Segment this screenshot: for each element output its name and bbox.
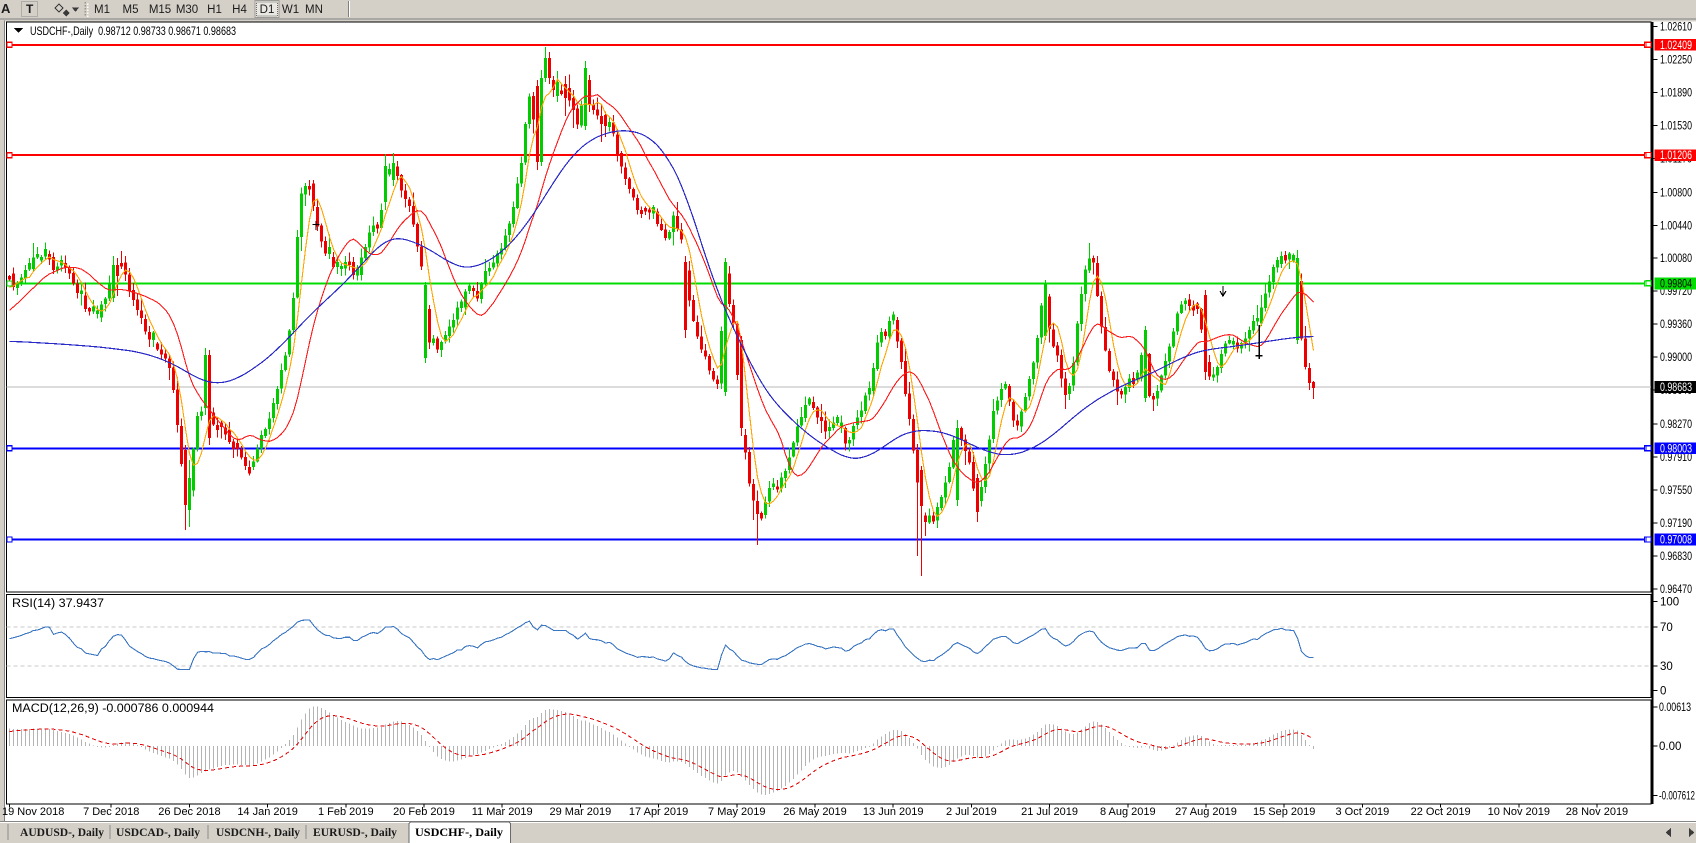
svg-text:M5: M5 [123, 4, 139, 16]
svg-text:1.00800: 1.00800 [1660, 187, 1692, 199]
svg-text:13 Jun 2019: 13 Jun 2019 [863, 806, 924, 818]
svg-text:22 Oct 2019: 22 Oct 2019 [1411, 806, 1471, 818]
svg-text:0.99360: 0.99360 [1660, 319, 1692, 331]
svg-text:1.00440: 1.00440 [1660, 220, 1692, 232]
svg-text:0.00: 0.00 [1659, 741, 1681, 753]
svg-text:USDCHF-, Daily: USDCHF-, Daily [415, 827, 503, 839]
svg-text:RSI(14) 37.9437: RSI(14) 37.9437 [12, 598, 104, 610]
svg-text:10 Nov 2019: 10 Nov 2019 [1488, 806, 1550, 818]
svg-text:7 May 2019: 7 May 2019 [708, 806, 765, 818]
svg-text:1.01530: 1.01530 [1660, 121, 1692, 133]
svg-text:14 Jan 2019: 14 Jan 2019 [237, 806, 298, 818]
svg-text:30: 30 [1660, 661, 1673, 673]
svg-text:0.00613: 0.00613 [1659, 702, 1691, 714]
svg-text:AUDUSD-, Daily: AUDUSD-, Daily [20, 827, 104, 839]
svg-text:MN: MN [305, 4, 323, 16]
svg-text:0.97190: 0.97190 [1660, 518, 1692, 530]
svg-text:1.01206: 1.01206 [1660, 150, 1692, 162]
svg-text:M15: M15 [149, 4, 171, 16]
svg-text:0.96470: 0.96470 [1660, 584, 1692, 596]
svg-text:1 Feb 2019: 1 Feb 2019 [318, 806, 374, 818]
svg-text:MACD(12,26,9) -0.000786 0.0009: MACD(12,26,9) -0.000786 0.000944 [12, 703, 215, 715]
svg-text:EURUSD-, Daily: EURUSD-, Daily [313, 827, 397, 839]
svg-text:27 Aug 2019: 27 Aug 2019 [1175, 806, 1237, 818]
svg-text:0.97008: 0.97008 [1660, 535, 1692, 547]
svg-text:0.99804: 0.99804 [1660, 279, 1692, 291]
svg-text:7 Dec 2018: 7 Dec 2018 [83, 806, 139, 818]
svg-text:26 May 2019: 26 May 2019 [783, 806, 847, 818]
svg-text:T: T [26, 2, 34, 16]
svg-text:H4: H4 [232, 4, 247, 16]
svg-text:0.97550: 0.97550 [1660, 485, 1692, 497]
svg-text:15 Sep 2019: 15 Sep 2019 [1253, 806, 1315, 818]
svg-text:1.01890: 1.01890 [1660, 88, 1692, 100]
svg-text:M30: M30 [176, 4, 198, 16]
svg-text:0.98270: 0.98270 [1660, 419, 1692, 431]
svg-text:8 Aug 2019: 8 Aug 2019 [1100, 806, 1156, 818]
svg-text:A: A [1, 1, 11, 16]
svg-text:19 Nov 2018: 19 Nov 2018 [2, 806, 64, 818]
svg-text:11 Mar 2019: 11 Mar 2019 [472, 806, 533, 818]
svg-text:0.98003: 0.98003 [1660, 443, 1692, 455]
svg-text:2 Jul 2019: 2 Jul 2019 [946, 806, 997, 818]
svg-text:100: 100 [1660, 597, 1679, 609]
svg-text:70: 70 [1660, 622, 1673, 634]
svg-text:USDCHF-,Daily 0.98712 0.98733: USDCHF-,Daily 0.98712 0.98733 0.98671 0.… [30, 24, 236, 38]
svg-text:0.97910: 0.97910 [1660, 452, 1692, 464]
svg-text:0.96830: 0.96830 [1660, 551, 1692, 563]
svg-text:D1: D1 [260, 4, 275, 16]
svg-text:0: 0 [1660, 686, 1666, 698]
svg-text:1.02409: 1.02409 [1660, 40, 1692, 52]
svg-text:USDCNH-, Daily: USDCNH-, Daily [216, 827, 300, 839]
svg-text:0.99000: 0.99000 [1660, 352, 1692, 364]
svg-text:1.02610: 1.02610 [1660, 22, 1692, 34]
svg-text:28 Nov 2019: 28 Nov 2019 [1566, 806, 1628, 818]
svg-text:29 Mar 2019: 29 Mar 2019 [550, 806, 612, 818]
svg-text:26 Dec 2018: 26 Dec 2018 [158, 806, 220, 818]
svg-text:USDCAD-, Daily: USDCAD-, Daily [116, 827, 200, 839]
svg-text:H1: H1 [207, 4, 222, 16]
svg-text:20 Feb 2019: 20 Feb 2019 [393, 806, 455, 818]
svg-text:1.00080: 1.00080 [1660, 253, 1692, 265]
svg-text:3 Oct 2019: 3 Oct 2019 [1335, 806, 1389, 818]
svg-text:0.98683: 0.98683 [1660, 382, 1692, 394]
svg-text:17 Apr 2019: 17 Apr 2019 [629, 806, 688, 818]
svg-text:M1: M1 [94, 4, 110, 16]
svg-text:-0.007612: -0.007612 [1659, 790, 1695, 802]
svg-text:21 Jul 2019: 21 Jul 2019 [1021, 806, 1078, 818]
svg-text:W1: W1 [282, 4, 299, 16]
svg-text:1.02250: 1.02250 [1660, 55, 1692, 67]
